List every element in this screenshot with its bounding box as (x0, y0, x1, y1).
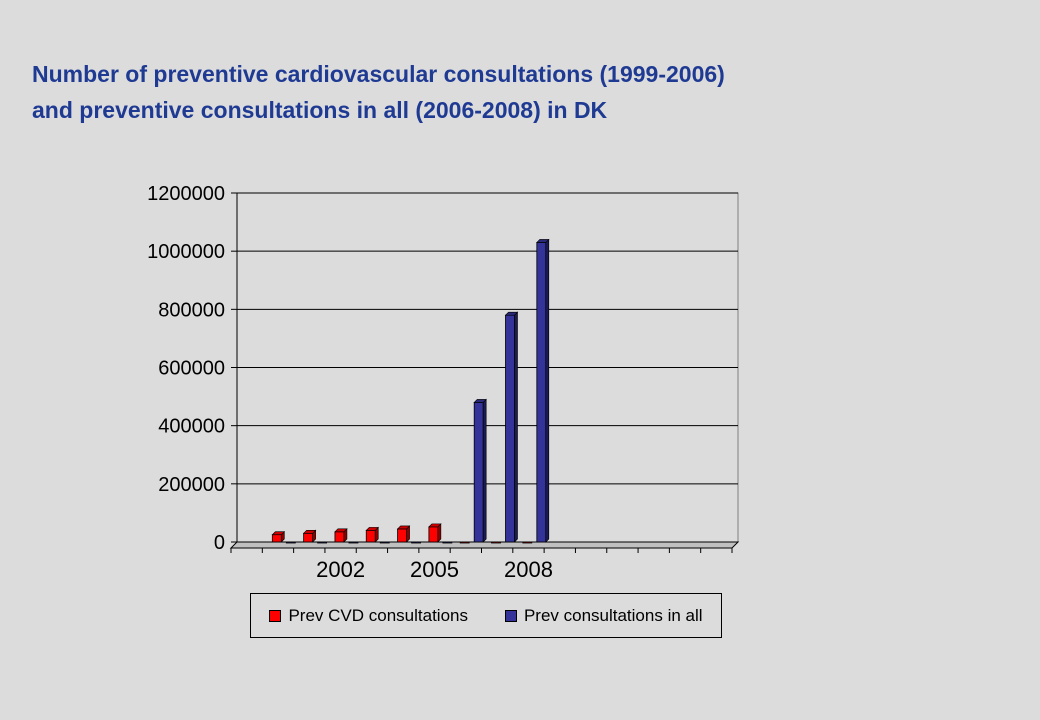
bar-all (285, 541, 296, 544)
bar-cvd (491, 541, 501, 544)
y-tick-label: 600000 (158, 358, 225, 380)
legend-item-cvd: Prev CVD consultations (269, 606, 468, 626)
y-tick-label: 800000 (158, 299, 225, 321)
bar-cvd (459, 541, 470, 544)
bar-all (317, 541, 328, 544)
y-tick-label: 0 (214, 532, 225, 554)
bar-all (348, 541, 359, 544)
legend-label-cvd: Prev CVD consultations (288, 605, 468, 625)
bar-cvd (396, 525, 411, 543)
bar-cvd (522, 541, 533, 544)
bar-all (536, 238, 550, 543)
bar-all (442, 541, 453, 544)
bar-cvd (271, 531, 286, 543)
y-tick-label: 1000000 (147, 241, 225, 263)
x-tick-label: 2005 (410, 557, 459, 582)
chart-title: Number of preventive cardiovascular cons… (32, 56, 1022, 128)
chart-legend: Prev CVD consultations Prev consultation… (250, 593, 722, 638)
legend-label-all: Prev consultations in all (523, 605, 703, 625)
bar-cvd (365, 526, 379, 543)
bar-cvd (334, 528, 348, 543)
chart-floor (229, 541, 740, 549)
bar-all (411, 541, 421, 544)
bar-cvd (428, 523, 442, 543)
bar-all (379, 541, 390, 544)
chart-title-line-1: Number of preventive cardiovascular cons… (32, 61, 725, 87)
bar-cvd (302, 529, 317, 543)
y-tick-label: 200000 (158, 474, 225, 496)
legend-swatch-cvd (269, 609, 282, 622)
bar-all (504, 311, 519, 543)
bar-all (473, 398, 487, 543)
y-tick-label: 1200000 (147, 183, 225, 205)
legend-item-all: Prev consultations in all (504, 605, 703, 626)
y-tick-label: 400000 (158, 416, 225, 438)
x-tick-label: 2008 (504, 557, 553, 582)
chart-title-line-2: and preventive consultations in all (200… (32, 97, 608, 123)
legend-swatch-all (504, 609, 517, 622)
x-tick-label: 2002 (316, 557, 365, 582)
